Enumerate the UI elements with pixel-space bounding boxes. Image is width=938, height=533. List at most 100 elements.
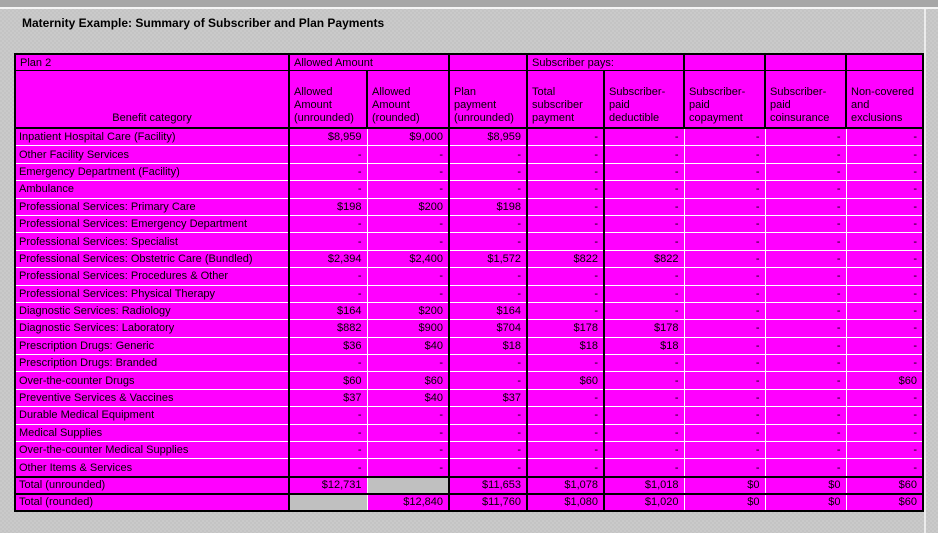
value-cell[interactable]: -	[289, 458, 368, 477]
value-cell[interactable]: -	[527, 214, 605, 233]
value-cell[interactable]: -	[846, 162, 923, 181]
value-cell[interactable]: -	[765, 162, 847, 181]
value-cell[interactable]: $37	[289, 388, 368, 407]
value-cell[interactable]: -	[604, 371, 685, 390]
value-cell[interactable]: $18	[527, 336, 605, 355]
value-cell[interactable]: -	[527, 162, 605, 181]
value-cell[interactable]: -	[367, 162, 450, 181]
benefit-category-cell[interactable]: Over-the-counter Medical Supplies	[15, 441, 290, 459]
value-cell[interactable]: -	[684, 406, 766, 425]
value-cell[interactable]: -	[846, 441, 923, 459]
value-cell[interactable]: -	[765, 180, 847, 199]
value-cell[interactable]: -	[367, 458, 450, 477]
value-cell[interactable]: -	[765, 284, 847, 303]
value-cell[interactable]: $822	[604, 249, 685, 268]
value-cell[interactable]: -	[527, 388, 605, 407]
col-header-allowed-rounded[interactable]: Allowed Amount (rounded)	[367, 70, 450, 129]
benefit-category-cell[interactable]: Professional Services: Primary Care	[15, 197, 290, 216]
value-cell[interactable]: -	[684, 180, 766, 199]
value-cell[interactable]: -	[846, 232, 923, 251]
value-cell[interactable]: $40	[367, 336, 450, 355]
value-cell[interactable]: $8,959	[449, 127, 528, 146]
value-cell[interactable]: $1,018	[604, 475, 685, 494]
value-cell[interactable]: $822	[527, 249, 605, 268]
col-header-coinsurance[interactable]: Subscriber- paid coinsurance	[765, 70, 847, 129]
value-cell[interactable]: -	[289, 441, 368, 459]
value-cell[interactable]: $36	[289, 336, 368, 355]
value-cell[interactable]: -	[604, 145, 685, 164]
value-cell[interactable]: -	[765, 371, 847, 390]
value-cell[interactable]: -	[684, 197, 766, 216]
value-cell[interactable]: $200	[367, 197, 450, 216]
value-cell[interactable]: $200	[367, 301, 450, 320]
value-cell[interactable]: $198	[449, 197, 528, 216]
value-cell[interactable]: -	[289, 180, 368, 199]
value-cell[interactable]: $178	[604, 319, 685, 338]
value-cell[interactable]: $60	[527, 371, 605, 390]
value-cell[interactable]: -	[684, 145, 766, 164]
subscriber-pays-group-cell[interactable]: Subscriber pays:	[527, 54, 685, 71]
value-cell[interactable]: -	[604, 423, 685, 442]
benefit-category-cell[interactable]: Diagnostic Services: Laboratory	[15, 319, 290, 338]
value-cell[interactable]: -	[846, 249, 923, 268]
value-cell[interactable]: -	[289, 162, 368, 181]
benefit-category-cell[interactable]: Other Items & Services	[15, 458, 290, 477]
value-cell[interactable]: -	[846, 319, 923, 338]
value-cell[interactable]: -	[846, 388, 923, 407]
value-cell[interactable]: -	[846, 214, 923, 233]
value-cell[interactable]: -	[604, 214, 685, 233]
value-cell[interactable]: -	[765, 301, 847, 320]
value-cell[interactable]: -	[449, 214, 528, 233]
value-cell[interactable]: -	[765, 336, 847, 355]
value-cell[interactable]: -	[684, 284, 766, 303]
value-cell[interactable]: -	[604, 180, 685, 199]
value-cell[interactable]: -	[289, 232, 368, 251]
benefit-category-cell[interactable]: Prescription Drugs: Branded	[15, 354, 290, 372]
value-cell[interactable]: -	[846, 406, 923, 425]
benefit-category-cell[interactable]: Inpatient Hospital Care (Facility)	[15, 127, 290, 146]
col-header-noncovered[interactable]: Non-covered and exclusions	[846, 70, 923, 129]
value-cell[interactable]: -	[527, 354, 605, 372]
value-cell[interactable]: -	[684, 336, 766, 355]
empty-group-cell[interactable]	[846, 54, 923, 71]
value-cell[interactable]: $18	[449, 336, 528, 355]
value-cell[interactable]: -	[527, 423, 605, 442]
value-cell[interactable]: -	[449, 145, 528, 164]
benefit-category-cell[interactable]: Durable Medical Equipment	[15, 406, 290, 425]
benefit-category-cell[interactable]: Ambulance	[15, 180, 290, 199]
value-cell[interactable]: -	[367, 406, 450, 425]
value-cell[interactable]: -	[604, 301, 685, 320]
benefit-category-cell[interactable]: Emergency Department (Facility)	[15, 162, 290, 181]
empty-group-cell[interactable]	[765, 54, 847, 71]
value-cell[interactable]: $11,653	[449, 475, 528, 494]
benefit-category-cell[interactable]: Professional Services: Emergency Departm…	[15, 214, 290, 233]
value-cell[interactable]: -	[765, 127, 847, 146]
plan-header-cell[interactable]: Plan 2	[15, 54, 290, 71]
value-cell[interactable]: -	[846, 180, 923, 199]
value-cell[interactable]: $1,078	[527, 475, 605, 494]
value-cell[interactable]: -	[604, 197, 685, 216]
value-cell[interactable]: -	[289, 354, 368, 372]
value-cell[interactable]: -	[604, 267, 685, 286]
benefit-category-cell[interactable]: Prescription Drugs: Generic	[15, 336, 290, 355]
value-cell[interactable]: $60	[367, 371, 450, 390]
value-cell[interactable]: -	[289, 406, 368, 425]
value-cell[interactable]: -	[765, 458, 847, 477]
value-cell[interactable]: $12,731	[289, 475, 368, 494]
benefit-category-cell[interactable]: Medical Supplies	[15, 423, 290, 442]
benefit-category-cell[interactable]: Professional Services: Obstetric Care (B…	[15, 249, 290, 268]
value-cell[interactable]: -	[765, 249, 847, 268]
benefit-category-cell[interactable]: Over-the-counter Drugs	[15, 371, 290, 390]
value-cell[interactable]: -	[604, 388, 685, 407]
value-cell[interactable]: -	[449, 180, 528, 199]
value-cell[interactable]: -	[684, 301, 766, 320]
value-cell[interactable]: -	[527, 406, 605, 425]
value-cell[interactable]: $18	[604, 336, 685, 355]
value-cell[interactable]: -	[765, 423, 847, 442]
value-cell[interactable]: $0	[684, 475, 766, 494]
value-cell[interactable]: -	[684, 458, 766, 477]
value-cell[interactable]: -	[367, 284, 450, 303]
value-cell[interactable]: -	[765, 319, 847, 338]
benefit-category-cell[interactable]: Professional Services: Physical Therapy	[15, 284, 290, 303]
value-cell[interactable]: $164	[449, 301, 528, 320]
